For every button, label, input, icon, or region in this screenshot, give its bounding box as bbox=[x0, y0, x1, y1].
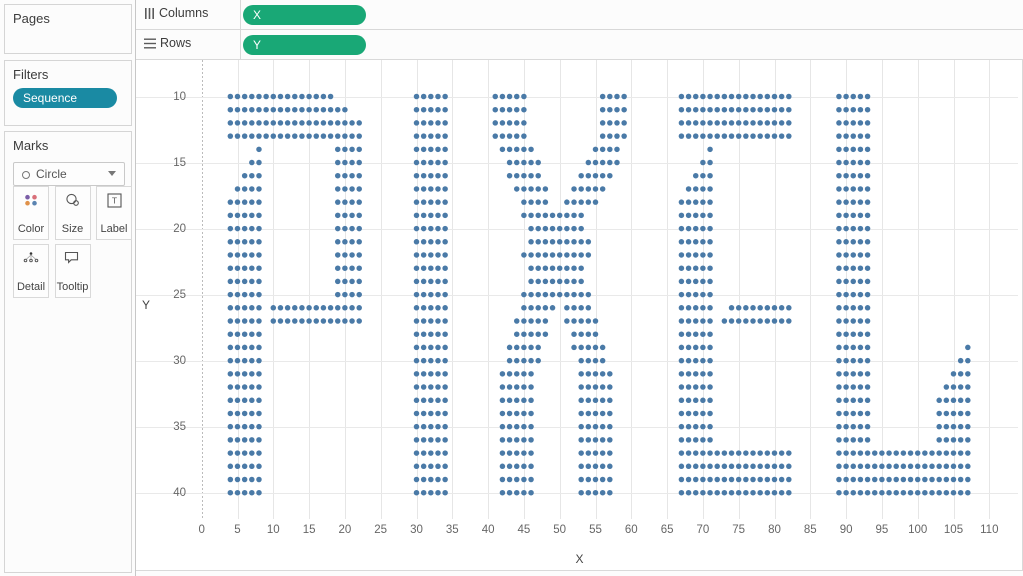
svg-text:T: T bbox=[111, 195, 116, 205]
